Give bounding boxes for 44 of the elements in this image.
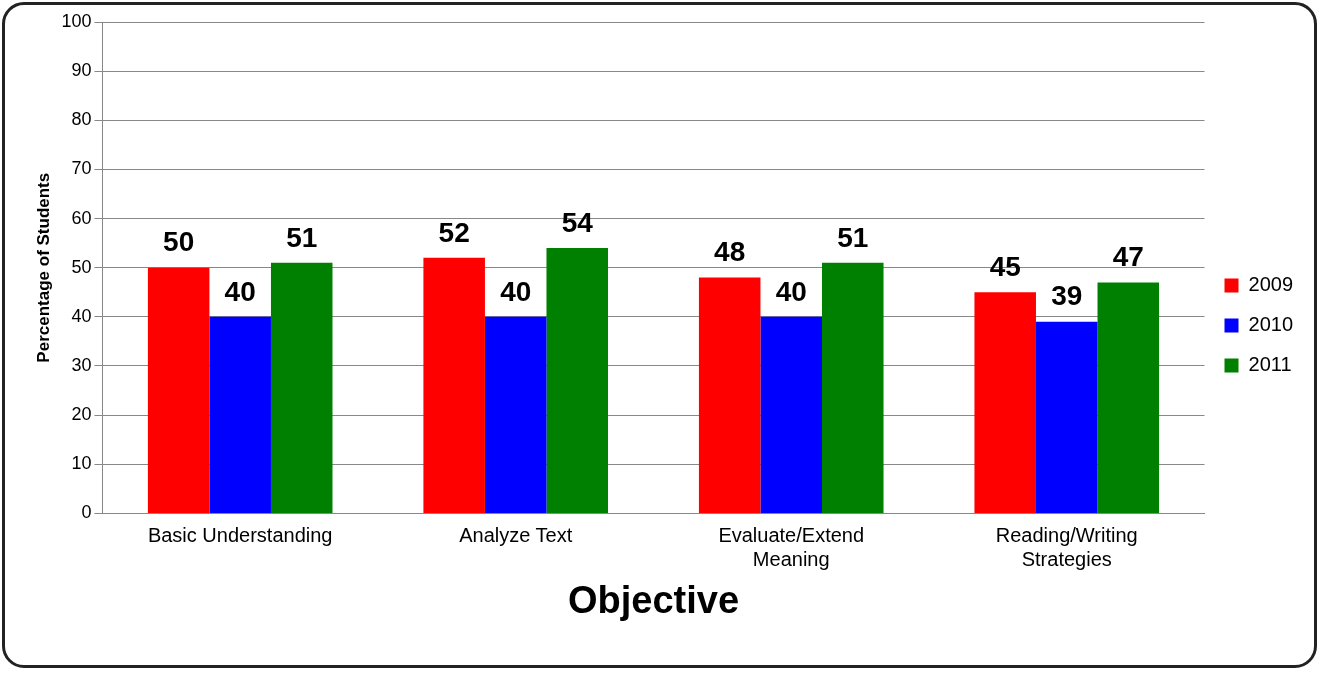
y-tick-label: 20: [71, 404, 92, 425]
data-label: 39: [1051, 280, 1083, 312]
data-label: 40: [775, 275, 807, 307]
y-tick-label: 40: [71, 305, 92, 326]
data-label: 51: [286, 221, 318, 253]
legend-label: 2011: [1248, 353, 1292, 376]
bar: [974, 292, 1036, 513]
x-tick-label: Reading/Writing Strategies: [995, 523, 1138, 570]
data-label: 54: [561, 206, 594, 238]
bar: [423, 257, 485, 513]
bar: [270, 262, 333, 513]
y-tick-label: 60: [71, 207, 92, 228]
y-tick-label: 100: [61, 10, 92, 31]
bar: [209, 316, 271, 513]
y-tick-label: 0: [81, 502, 92, 523]
y-tick-label: 80: [71, 109, 92, 130]
legend-label: 2010: [1248, 313, 1294, 336]
bar: [1097, 282, 1160, 513]
y-axis-title: Percentage of Students: [33, 172, 53, 363]
data-label: 40: [500, 275, 532, 307]
data-label: 48: [714, 236, 746, 268]
data-label: 51: [837, 221, 869, 253]
data-label: 50: [163, 226, 195, 258]
bar: [484, 316, 547, 513]
bar: [1035, 321, 1098, 513]
y-tick-label: 90: [71, 60, 92, 81]
bar: [698, 277, 761, 513]
data-label: 52: [438, 216, 470, 248]
x-tick-label: Analyze Text: [459, 523, 573, 546]
y-tick-label: 70: [71, 158, 92, 179]
legend-label: 2009: [1248, 273, 1294, 296]
x-tick-label: Evaluate/Extend Meaning: [718, 523, 865, 570]
x-axis-title: Objective: [567, 578, 740, 621]
bar: [822, 262, 884, 513]
data-label: 47: [1112, 241, 1144, 273]
data-label: 40: [224, 275, 256, 307]
y-tick-label: 10: [71, 453, 92, 474]
y-tick-label: 30: [71, 354, 92, 375]
bar: [546, 248, 609, 513]
bar: [760, 316, 822, 513]
x-tick-label: Basic Understanding: [147, 523, 333, 546]
data-label: 45: [989, 250, 1021, 282]
y-tick-label: 50: [71, 256, 92, 277]
bar: [147, 267, 210, 513]
